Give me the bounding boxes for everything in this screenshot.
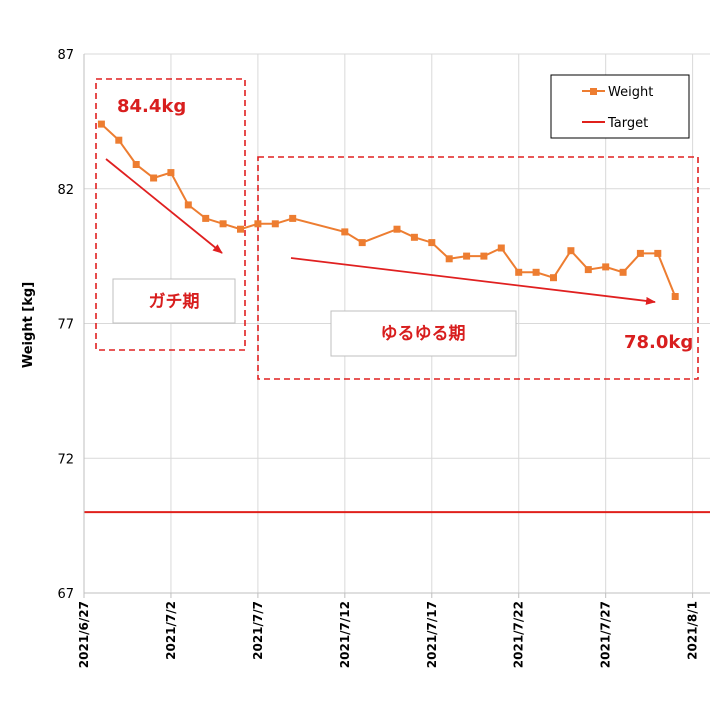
legend-box xyxy=(550,74,690,139)
y-tick-label: 87 xyxy=(57,48,74,63)
weight-point xyxy=(132,161,140,168)
x-tick-label: 2021/7/7 xyxy=(251,601,265,660)
legend-weight-label: Weight xyxy=(608,85,653,100)
weight-point xyxy=(410,233,418,241)
weight-point xyxy=(271,220,279,228)
legend: Weight Target xyxy=(550,74,690,139)
x-axis-ticks: 2021/6/27 2021/7/2 2021/7/7 2021/7/12 2021/7… xyxy=(77,593,700,668)
weight-point xyxy=(219,220,227,228)
weight-point xyxy=(254,220,262,228)
weight-point xyxy=(619,268,627,276)
weight-point xyxy=(358,239,366,247)
weight-point xyxy=(237,225,244,233)
y-axis-ticks: 67 72 77 82 87 xyxy=(57,48,74,602)
x-tick-label: 2021/7/27 xyxy=(599,601,613,668)
legend-target-label: Target xyxy=(607,116,648,131)
legend-weight-marker xyxy=(590,88,597,95)
weight-point xyxy=(289,214,297,222)
x-tick-label: 2021/6/27 xyxy=(77,601,91,668)
x-tick-label: 2021/7/22 xyxy=(512,601,526,668)
phase1-box xyxy=(95,78,246,351)
weight-point xyxy=(445,255,453,263)
start-value-label: 84.4kg xyxy=(117,96,186,117)
weight-point xyxy=(515,268,523,276)
weight-point xyxy=(341,228,349,236)
phase2-label-box xyxy=(330,310,517,357)
weight-point xyxy=(636,249,644,257)
weight-point xyxy=(202,214,210,222)
weight-point xyxy=(584,266,592,274)
y-tick-label: 82 xyxy=(57,183,74,198)
x-tick-label: 2021/7/17 xyxy=(425,601,439,668)
phase1-label: ガチ期 xyxy=(149,292,200,312)
phase2-label: ゆるゆる期 xyxy=(381,324,466,344)
weight-point xyxy=(393,225,401,233)
weight-point xyxy=(150,174,158,182)
weight-point xyxy=(532,268,540,276)
weight-point xyxy=(463,252,471,260)
weight-point xyxy=(550,274,557,282)
y-axis-label: Weight [kg] xyxy=(21,282,36,368)
weight-point xyxy=(97,120,105,128)
phase2-box xyxy=(257,156,699,380)
weight-point xyxy=(602,263,610,271)
weight-series xyxy=(97,120,679,300)
weight-point xyxy=(497,244,505,252)
y-tick-label: 77 xyxy=(57,318,74,333)
x-tick-label: 2021/8/1 xyxy=(686,601,700,660)
weight-point xyxy=(184,201,192,209)
phase1-label-box xyxy=(112,278,236,324)
weight-point xyxy=(671,293,679,300)
phase2-trend-arrow xyxy=(290,257,656,305)
weight-point xyxy=(654,249,662,257)
weight-point xyxy=(428,239,436,247)
phase1-trend-arrow xyxy=(105,158,223,254)
weight-point xyxy=(167,169,175,177)
weight-point xyxy=(115,136,123,144)
weight-point xyxy=(567,247,575,255)
y-tick-label: 67 xyxy=(57,587,74,602)
x-tick-label: 2021/7/2 xyxy=(164,601,178,660)
y-tick-label: 72 xyxy=(57,452,74,467)
weight-point xyxy=(480,252,488,260)
x-tick-label: 2021/7/12 xyxy=(338,601,352,668)
end-value-label: 78.0kg xyxy=(624,332,693,353)
